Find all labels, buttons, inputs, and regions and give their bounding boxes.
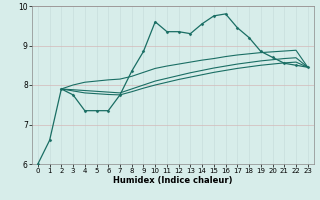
X-axis label: Humidex (Indice chaleur): Humidex (Indice chaleur) [113, 176, 233, 185]
